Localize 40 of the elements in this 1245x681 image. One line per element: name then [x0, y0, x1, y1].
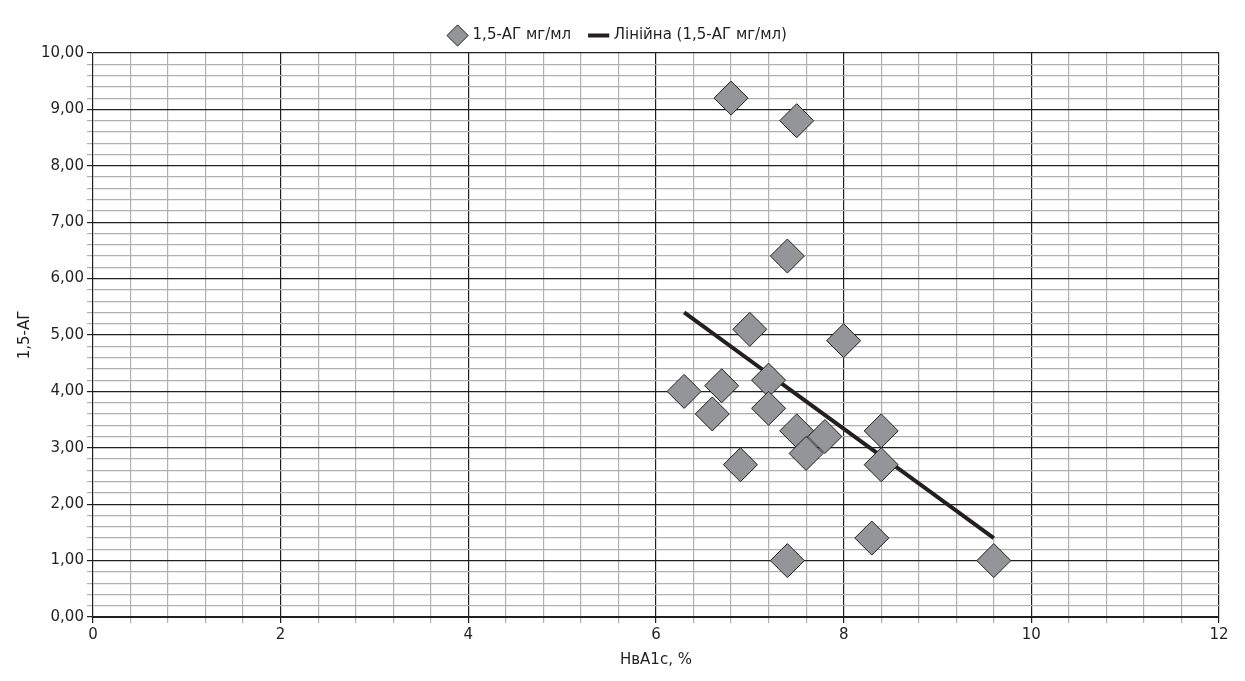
point [807, 419, 843, 455]
y-tick-label: 3,00 [50, 437, 84, 456]
x-tick-label: 2 [275, 624, 286, 643]
point [863, 413, 899, 449]
y-tick-label: 1,00 [50, 550, 84, 569]
x-axis-title: HвA1c, % [619, 649, 692, 668]
point [788, 435, 824, 471]
point [704, 368, 740, 404]
y-tick-label: 4,00 [50, 381, 84, 400]
point [666, 373, 702, 409]
point [694, 396, 730, 432]
point [769, 543, 805, 579]
point [863, 447, 899, 483]
point [769, 238, 805, 274]
x-tick-label: 12 [1209, 624, 1229, 643]
x-tick-label: 6 [651, 624, 661, 643]
y-tick-label: 5,00 [50, 324, 84, 343]
legend-label: 1,5-АГ мг/мл [472, 25, 572, 44]
x-tick-label: 0 [88, 624, 98, 643]
point [779, 103, 815, 139]
x-tick-label: 4 [463, 624, 474, 643]
y-tick-label: 7,00 [50, 212, 84, 231]
y-tick-label: 2,00 [50, 494, 84, 513]
point [713, 80, 749, 116]
y-axis-title: 1,5-АГ [14, 310, 33, 360]
point [779, 413, 815, 449]
point [854, 520, 890, 556]
y-tick-label: 6,00 [50, 268, 84, 287]
y-tick-label: 0,00 [50, 606, 84, 625]
x-tick-label: 8 [838, 624, 849, 643]
y-tick-label: 9,00 [50, 99, 84, 118]
point [732, 311, 768, 347]
x-tick-label: 10 [1021, 624, 1041, 643]
y-tick-label: 10,00 [40, 42, 84, 61]
point [722, 447, 758, 483]
point [751, 390, 787, 426]
legend-label: Лінійна (1,5-АГ мг/мл) [613, 25, 787, 44]
point [826, 323, 862, 359]
point [976, 543, 1012, 579]
y-tick-label: 8,00 [50, 155, 84, 174]
